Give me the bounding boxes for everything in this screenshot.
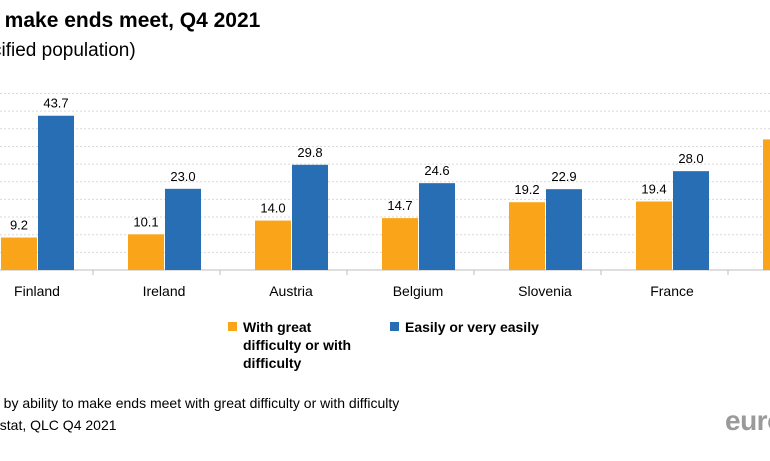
bar-difficulty (255, 220, 291, 270)
bar-easily (292, 164, 328, 270)
bar-difficulty (636, 201, 672, 270)
bar-easily (165, 188, 201, 270)
bar-easily (673, 171, 709, 270)
chart-source: ostat, QLC Q4 2021 (0, 417, 117, 433)
data-label-easily: 28.0 (678, 151, 703, 166)
data-label-difficulty: 9.2 (10, 218, 28, 233)
bar-easily (419, 183, 455, 270)
legend-swatch-difficulty (228, 322, 237, 331)
data-label-easily: 24.6 (424, 163, 449, 178)
chart-legend: With great difficulty or with difficulty… (228, 318, 605, 372)
legend-label-difficulty: With great difficulty or with difficulty (243, 319, 352, 371)
data-label-difficulty: 19.2 (514, 182, 539, 197)
bar-difficulty (128, 234, 164, 270)
bar-chart: 9.2 43.7 Finland 10.1 23.0 Ireland 14.0 29.8 Aus… (0, 93, 770, 299)
bar-easily (38, 115, 74, 270)
data-label-easily: 29.8 (297, 145, 322, 160)
x-tick-label: Belgium (393, 283, 444, 299)
bar-difficulty (509, 202, 545, 270)
bar-easily (546, 189, 582, 270)
bar-difficulty (763, 139, 770, 270)
chart-title: o make ends meet, Q4 2021 (0, 9, 261, 32)
data-label-easily: 23.0 (170, 169, 195, 184)
data-label-easily: 43.7 (43, 96, 68, 111)
x-tick-label: Finland (14, 283, 60, 299)
data-label-easily: 22.9 (551, 169, 576, 184)
bar-difficulty (382, 218, 418, 270)
x-tick-label: Austria (269, 283, 313, 299)
data-label-difficulty: 14.7 (387, 198, 412, 213)
x-tick-label: Ireland (143, 283, 186, 299)
x-tick-label: Slovenia (518, 283, 572, 299)
data-label-difficulty: 19.4 (641, 182, 666, 197)
data-label-difficulty: 14.0 (260, 201, 285, 216)
chart-note: d by ability to make ends meet with grea… (0, 395, 400, 411)
legend-item-difficulty: With great difficulty or with difficulty (228, 318, 368, 372)
legend-item-easily: Easily or very easily (390, 318, 605, 372)
eurostat-logo: euro (725, 405, 770, 436)
legend-swatch-easily (390, 322, 399, 331)
x-tick-label: France (650, 283, 694, 299)
bar-difficulty (1, 237, 37, 270)
chart-subtitle: cified population) (0, 40, 136, 61)
data-label-difficulty: 10.1 (133, 214, 158, 229)
legend-label-easily: Easily or very easily (405, 319, 539, 335)
